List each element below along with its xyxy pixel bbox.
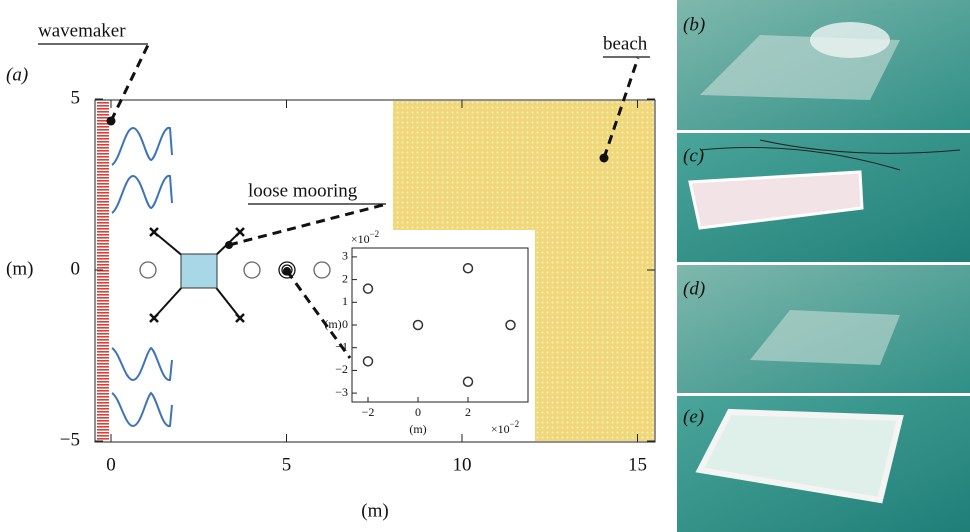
photo-e xyxy=(677,396,970,532)
inset-y-tick-label: −1 xyxy=(335,339,348,353)
figure: wavemaker beach loose mooring (a) (m) (m… xyxy=(0,0,970,532)
photo-b xyxy=(677,0,970,130)
y-axis-label: (m) xyxy=(6,258,33,279)
inset-point xyxy=(364,357,373,366)
inset-y-axis-label: (m) xyxy=(324,317,341,331)
callout-wavemaker: wavemaker xyxy=(38,20,126,41)
x-tick-label: 15 xyxy=(628,454,647,475)
inset-y-tick-label: −2 xyxy=(335,362,348,376)
inset-x-tick-label: 0 xyxy=(415,405,421,419)
multiplier-base: ×10 xyxy=(491,422,510,436)
inset-frame xyxy=(352,248,528,402)
inset-point xyxy=(464,377,473,386)
photo-label: (e) xyxy=(683,406,704,427)
callout-beach: beach xyxy=(603,33,648,54)
multiplier-exponent: −2 xyxy=(510,419,520,429)
x-axis-label: (m) xyxy=(361,500,388,521)
inset-point xyxy=(414,321,423,330)
inset-point xyxy=(464,264,473,273)
inset-y-tick-label: 3 xyxy=(342,249,348,263)
multiplier-base: ×10 xyxy=(351,232,370,246)
inset-y-tick-label: 2 xyxy=(342,271,348,285)
photo-label: (b) xyxy=(683,14,705,35)
wavemaker-strip xyxy=(97,101,109,441)
x-tick-label: 10 xyxy=(453,454,472,475)
inset-x-tick-label: 2 xyxy=(465,405,471,419)
inset-y-tick-label: −3 xyxy=(335,385,348,399)
panel-label: (a) xyxy=(6,64,28,85)
inset-x-axis-label: (m) xyxy=(409,422,426,436)
x-tick-label: 0 xyxy=(106,454,116,475)
photo-label: (d) xyxy=(683,278,705,299)
multiplier-exponent: −2 xyxy=(370,229,380,239)
y-tick-label: 5 xyxy=(71,87,81,108)
y-tick-label: 0 xyxy=(71,258,81,279)
photo-d xyxy=(677,265,970,393)
photo-label: (c) xyxy=(683,145,704,166)
inset-y-tick-label: 1 xyxy=(342,294,348,308)
inset-y-tick-label: 0 xyxy=(342,317,348,331)
x-tick-label: 5 xyxy=(282,454,292,475)
y-tick-label: −5 xyxy=(60,429,80,450)
callout-loose-mooring: loose mooring xyxy=(248,180,358,201)
photo-c xyxy=(677,133,970,262)
inset-point xyxy=(364,284,373,293)
inset-x-tick-label: −2 xyxy=(362,405,375,419)
inset-point xyxy=(506,321,515,330)
